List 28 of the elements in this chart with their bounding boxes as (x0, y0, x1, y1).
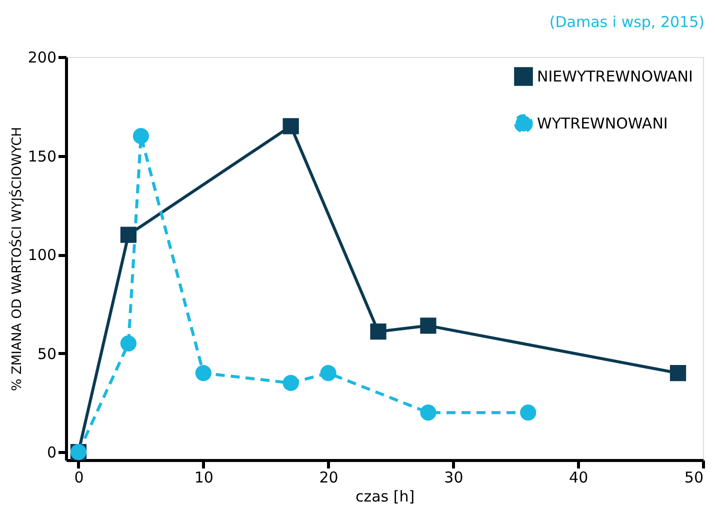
y-tick-label: 150 (28, 147, 56, 166)
y-tick-label: 200 (28, 48, 56, 66)
y-tick-label: 0 (46, 444, 56, 462)
point (420, 404, 436, 421)
legend-label: NIEWYTREWNOWANI (537, 68, 693, 86)
point (520, 404, 536, 421)
y-axis-title: % ZMIANA OD WARTOŚCI WYJŚCIOWYCH (8, 126, 25, 392)
point (370, 324, 386, 340)
legend-label: WYTREWNOWANI (537, 114, 668, 132)
x-tick-label: 40 (569, 468, 588, 486)
point (120, 226, 137, 243)
y-tick-label: 100 (28, 246, 56, 264)
point (120, 335, 137, 352)
point (282, 118, 299, 134)
point (195, 365, 212, 382)
x-tick-label: 30 (444, 468, 464, 486)
point (282, 374, 299, 391)
text: (Damas i wsp, 2015) (549, 13, 704, 31)
x-axis-title: czas [h] (355, 488, 415, 506)
x-tick-label: 50 (684, 468, 704, 486)
x-tick-label: 20 (319, 468, 338, 486)
point (670, 365, 686, 382)
y-tick-label: 50 (37, 344, 56, 363)
point (320, 365, 336, 382)
point (132, 128, 150, 144)
point (420, 318, 436, 334)
x-tick-label: 10 (194, 468, 214, 486)
x-tick-label: 0 (74, 468, 84, 486)
